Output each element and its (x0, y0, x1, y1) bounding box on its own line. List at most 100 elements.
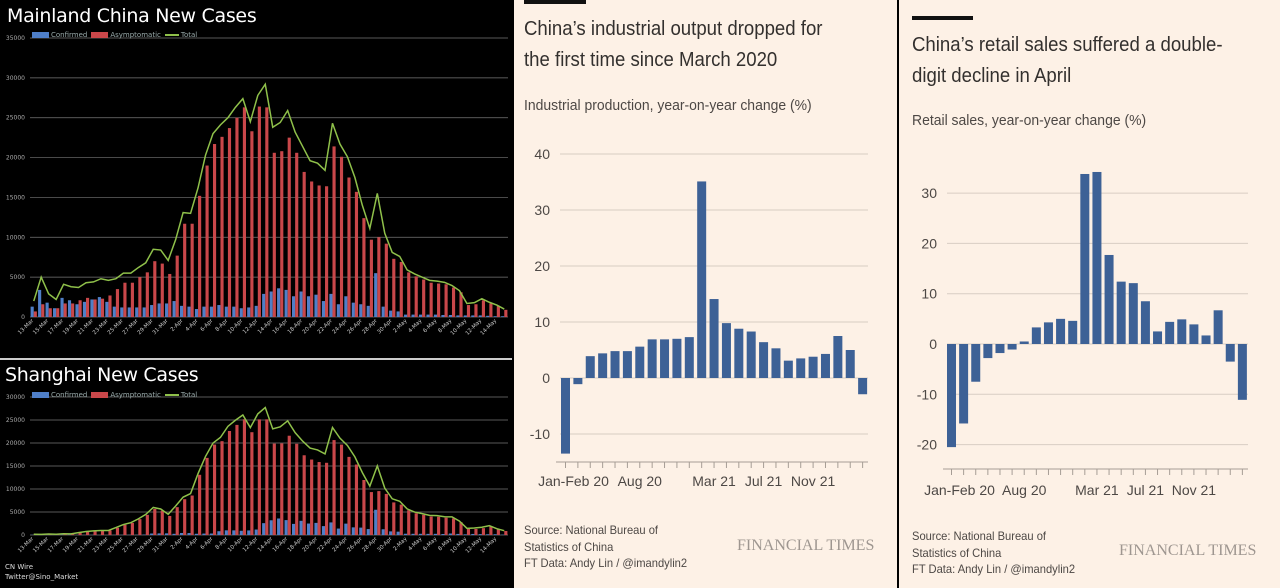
legend-swatch-asymptomatic (91, 32, 109, 38)
legend-swatch-total (164, 34, 179, 36)
y-tick-label: 0 (21, 532, 25, 539)
bar-confirmed (374, 509, 378, 535)
bar (610, 351, 620, 378)
x-tick-label: Jul 21 (745, 473, 783, 489)
x-tick-label: Mar 21 (692, 473, 736, 489)
bar-asymptomatic (392, 258, 396, 317)
bar (1213, 310, 1223, 344)
shanghai-chart: 05000100001500020000250003000013-Mar15-M… (6, 394, 508, 555)
bar-asymptomatic (369, 492, 373, 535)
bar-confirmed (433, 314, 438, 317)
bar-asymptomatic (227, 128, 232, 317)
bar-asymptomatic (71, 534, 75, 535)
bar-confirmed (471, 533, 475, 535)
bar (746, 331, 756, 378)
bar-confirmed (67, 300, 72, 317)
bar (858, 378, 868, 395)
x-tick-label: 16-Apr (272, 536, 290, 554)
bar-asymptomatic (444, 284, 448, 317)
bar-confirmed (97, 297, 101, 317)
x-tick-label: 18-Apr (287, 536, 305, 554)
legend-label-asymptomatic: Asymptomatic (110, 391, 161, 399)
shanghai-chart-title: Shanghai New Cases (5, 364, 199, 386)
source-line: Source: National Bureau of (912, 529, 1047, 543)
bar (820, 353, 830, 378)
bar-confirmed (112, 306, 116, 317)
bar-asymptomatic (317, 185, 321, 317)
mainland-legend: Confirmed Asymptomatic Total (28, 31, 197, 39)
bar-confirmed (150, 533, 154, 535)
bar-asymptomatic (287, 435, 291, 535)
bar-asymptomatic (78, 300, 82, 317)
bar-confirmed (344, 523, 348, 535)
bar-asymptomatic (354, 191, 359, 317)
bar-asymptomatic (198, 474, 202, 535)
y-tick-label: 5000 (10, 274, 25, 281)
y-tick-label: 0 (542, 370, 550, 386)
bar-confirmed (157, 533, 161, 535)
bar (1165, 321, 1175, 344)
bar-asymptomatic (138, 277, 142, 317)
y-tick-label: 40 (534, 146, 550, 162)
bar-asymptomatic (198, 195, 202, 317)
bar (1068, 320, 1078, 344)
bar (796, 358, 806, 378)
ft-logo: FINANCIAL TIMES (737, 537, 875, 554)
bar-confirmed (142, 307, 146, 317)
bar-asymptomatic (399, 504, 403, 535)
x-tick-label: 6-May (422, 536, 439, 553)
bar-confirmed (165, 533, 169, 535)
bar-confirmed (321, 526, 326, 535)
bar-confirmed (389, 531, 393, 535)
bar-asymptomatic (115, 289, 120, 317)
x-tick-label: 31-Mar (152, 536, 170, 554)
bar (1225, 344, 1235, 362)
bar-asymptomatic (332, 440, 336, 535)
x-tick-label: 10-Apr (227, 536, 245, 554)
x-tick-label: 14-Apr (257, 536, 275, 554)
bar-asymptomatic (108, 295, 112, 317)
x-tick-label: 12-Apr (242, 536, 260, 554)
x-tick-label: 14-May (480, 536, 499, 555)
y-tick-label: -10 (530, 426, 550, 442)
bar-asymptomatic (272, 443, 276, 535)
bar (959, 344, 969, 424)
industrial-chart: -10 0 10 20 30 40 Jan-Feb 20 Aug 20 Mar 21 Jul 21… (530, 146, 868, 489)
bar-confirmed (389, 310, 393, 317)
bar-confirmed (306, 523, 311, 535)
bar-confirmed (292, 523, 296, 535)
bar-asymptomatic (265, 107, 269, 317)
bar-asymptomatic (347, 177, 351, 317)
bar-confirmed (53, 308, 57, 317)
bar-asymptomatic (466, 305, 471, 317)
x-tick-label: 20-Apr (302, 536, 320, 554)
bar-asymptomatic (257, 419, 261, 535)
legend-swatch-confirmed (32, 32, 49, 38)
source-line: Source: National Bureau of (524, 523, 659, 537)
bar-confirmed (247, 530, 251, 535)
bar-confirmed (202, 533, 206, 535)
bar-asymptomatic (123, 524, 127, 535)
bar-confirmed (381, 529, 385, 535)
bar (561, 378, 570, 454)
bar-confirmed (90, 299, 94, 317)
bar-confirmed (396, 311, 400, 317)
source-line: FT Data: Andy Lin / @imandylin2 (524, 556, 688, 570)
bar-asymptomatic (212, 144, 217, 317)
bar (1116, 281, 1126, 344)
bar-confirmed (75, 304, 79, 317)
bar-confirmed (224, 306, 228, 317)
bar-asymptomatic (100, 530, 105, 535)
bar-confirmed (329, 293, 333, 317)
bar-asymptomatic (474, 528, 478, 535)
bar-confirmed (501, 316, 505, 317)
bar-asymptomatic (205, 165, 209, 317)
bar-asymptomatic (280, 151, 284, 317)
bar (647, 339, 657, 378)
chart-divider (0, 358, 512, 360)
bar-asymptomatic (227, 430, 232, 535)
bar-asymptomatic (504, 531, 508, 535)
total-line (33, 406, 505, 536)
bar (622, 351, 632, 378)
bar (771, 348, 781, 378)
